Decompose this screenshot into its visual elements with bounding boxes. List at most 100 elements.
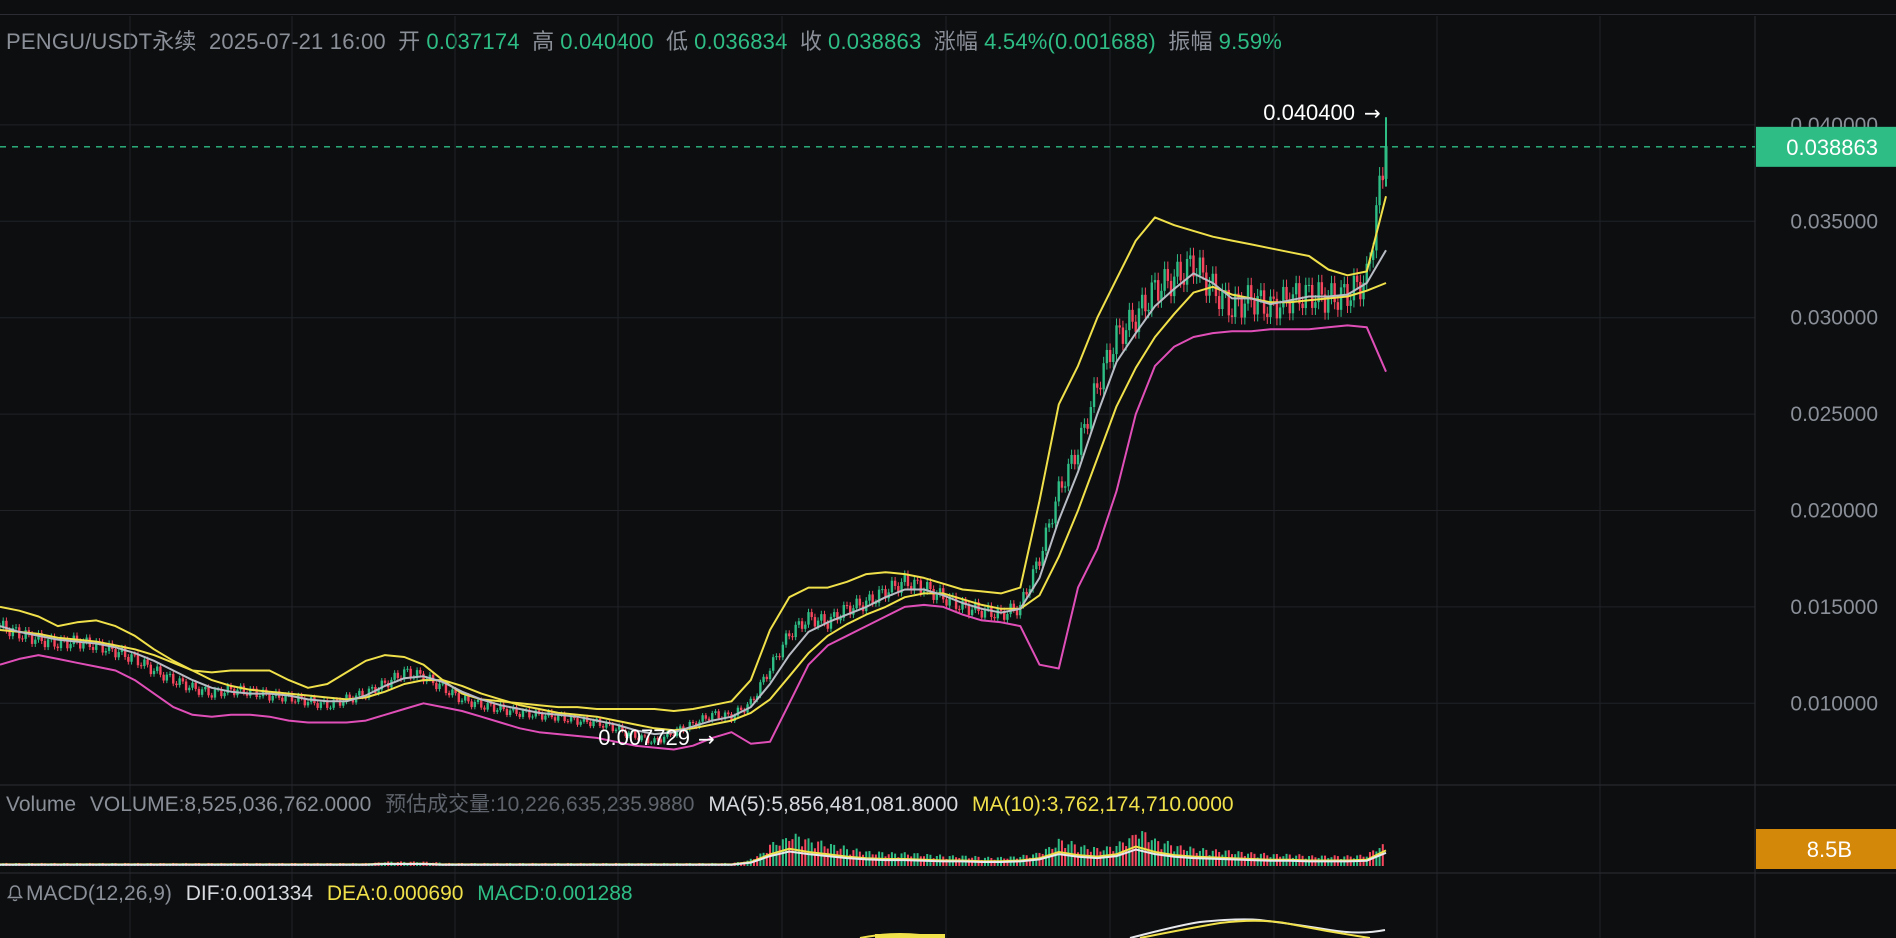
volume-bar — [1137, 838, 1140, 866]
candle-body — [303, 698, 306, 706]
candle-body — [685, 729, 688, 732]
candle-body — [736, 707, 740, 716]
volume-bar — [1089, 851, 1092, 866]
candle-body — [59, 638, 63, 649]
candle-body — [977, 602, 980, 612]
candle-body — [297, 695, 300, 702]
candle-body — [146, 659, 149, 665]
candle-body — [515, 707, 518, 714]
candle-body — [1320, 282, 1324, 295]
candle-body — [473, 701, 477, 708]
candle-body — [643, 735, 647, 737]
volume-bar — [801, 846, 804, 866]
candle-body — [723, 712, 727, 719]
candle-body — [919, 580, 922, 593]
volume-bar — [1051, 848, 1054, 866]
candle-body — [143, 659, 146, 667]
candle-body — [1365, 263, 1368, 283]
candle-body — [1134, 321, 1137, 332]
candle-body — [1137, 308, 1141, 332]
volume-estimated: 预估成交量:10,226,635,235.9880 — [385, 793, 695, 816]
candle-body — [5, 620, 8, 631]
candle-body — [53, 636, 56, 647]
candle-body — [544, 715, 547, 720]
candle-body — [926, 582, 929, 592]
candle-body — [409, 668, 412, 678]
candle-body — [1157, 280, 1160, 301]
candle-body — [1076, 454, 1080, 465]
candle-body — [1179, 261, 1182, 281]
candle-body — [653, 738, 656, 743]
candle-body — [662, 736, 666, 743]
candle-body — [823, 614, 826, 624]
candle-body — [1355, 275, 1359, 282]
candle-body — [306, 702, 310, 706]
candle-body — [30, 634, 34, 644]
candle-body — [717, 711, 720, 719]
candle-body — [1301, 303, 1304, 309]
candle-body — [1105, 349, 1109, 364]
volume-bar — [1147, 842, 1150, 866]
candle-body — [1099, 387, 1102, 390]
candle-body — [332, 699, 335, 708]
candle-body — [1057, 481, 1060, 502]
candle-body — [759, 682, 762, 696]
candle-body — [913, 579, 916, 591]
candle-body — [191, 682, 194, 688]
candle-body — [935, 593, 939, 600]
candle-body — [1198, 257, 1202, 276]
candle-body — [79, 641, 82, 649]
candle-body — [970, 609, 974, 616]
candle-body — [117, 652, 120, 658]
candle-body — [1112, 354, 1115, 363]
candle-body — [1253, 300, 1256, 315]
candle-body — [980, 611, 983, 618]
candle-body — [810, 612, 813, 618]
candle-body — [804, 624, 807, 629]
candle-body — [553, 717, 557, 721]
boll-upper-line — [0, 195, 1387, 712]
candle-body — [451, 689, 454, 696]
candle-body — [621, 725, 624, 731]
volume-bar — [1054, 847, 1057, 866]
volume-ma10: MA(10):3,762,174,710.0000 — [972, 793, 1234, 816]
candle-body — [1217, 296, 1221, 310]
candle-body — [566, 721, 570, 723]
candle-body — [454, 689, 457, 694]
candle-body — [184, 681, 188, 691]
candle-body — [377, 689, 380, 694]
volume-bar — [1340, 858, 1343, 866]
candle-body — [675, 728, 679, 736]
volume-bar — [1041, 853, 1044, 866]
candle-body — [534, 710, 537, 717]
candle-body — [624, 730, 627, 737]
candle-body — [752, 698, 756, 700]
candle-body — [1169, 280, 1173, 297]
candle-body — [1192, 255, 1195, 277]
candle-body — [258, 696, 262, 698]
candle-body — [66, 639, 69, 649]
candle-body — [1031, 569, 1035, 590]
bell-icon[interactable] — [6, 884, 24, 902]
candle-body — [1221, 290, 1224, 310]
symbol-label[interactable]: PENGU/USDT永续 — [6, 29, 197, 54]
volume-bar — [849, 854, 852, 866]
candle-body — [569, 715, 573, 722]
candle-body — [1092, 383, 1096, 408]
candle-body — [1035, 561, 1038, 570]
candle-body — [800, 621, 804, 629]
candle-body — [1144, 294, 1147, 312]
candle-body — [268, 693, 271, 701]
candle-body — [165, 674, 169, 681]
candle-body — [768, 670, 772, 680]
candle-series — [0, 117, 1388, 745]
candle-body — [1051, 523, 1054, 525]
candle-body — [630, 730, 634, 733]
candle-body — [1314, 302, 1317, 308]
close-value: 0.038863 — [828, 29, 922, 54]
candle-body — [1189, 255, 1192, 259]
candle-body — [1185, 258, 1189, 285]
candle-body — [1160, 290, 1163, 301]
candle-body — [300, 695, 303, 699]
